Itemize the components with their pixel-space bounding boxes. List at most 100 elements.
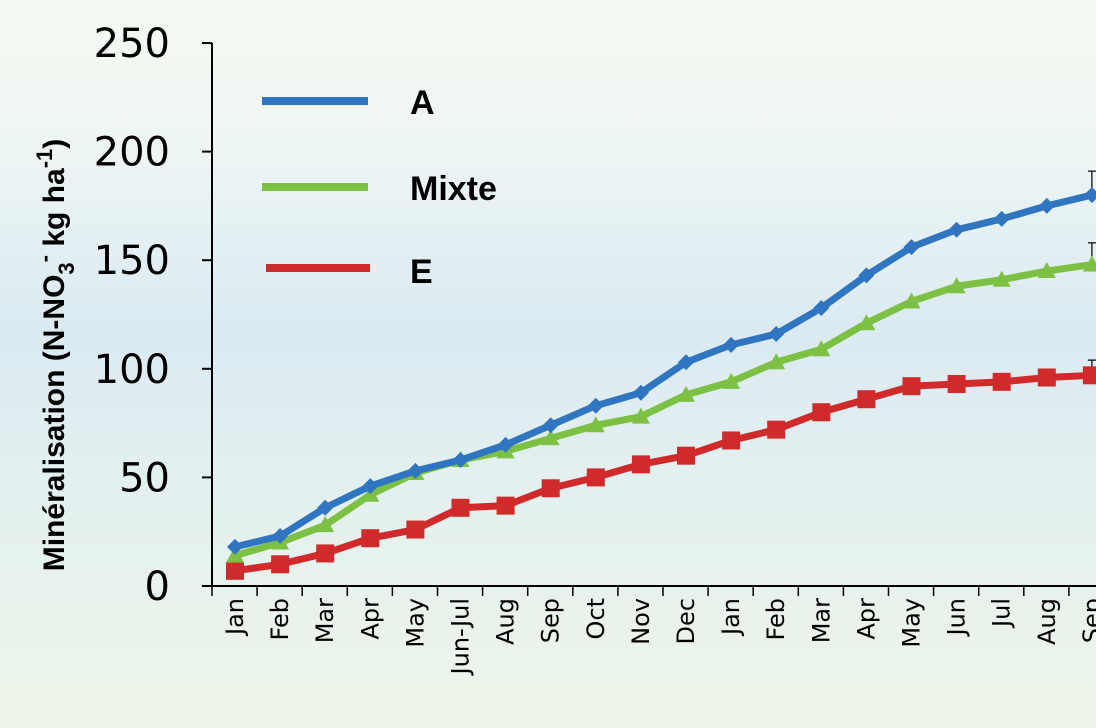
data-point-mixte [902, 292, 921, 309]
x-ticks: Jan Feb Mar Apr May Jun-Jul Aug Sep Oct Nov Dec Jan… [211, 586, 1096, 676]
x-tick-label: Dec [672, 598, 700, 644]
data-point-e [992, 372, 1011, 391]
series-mixte [226, 242, 1096, 563]
data-point-a [227, 538, 243, 555]
data-point-e [496, 496, 515, 515]
data-point-mixte [541, 429, 560, 446]
data-point-e [361, 529, 380, 548]
data-point-e [902, 377, 921, 396]
data-point-a [1038, 197, 1055, 214]
data-point-a [542, 417, 559, 434]
data-point-a [362, 478, 379, 495]
data-point-a [632, 384, 649, 401]
data-point-e [947, 375, 966, 394]
y-tick-label: 50 [119, 455, 170, 501]
data-point-a [272, 528, 289, 545]
data-point-e [1082, 366, 1096, 385]
x-tick-label: May [401, 598, 429, 648]
data-point-a [452, 452, 469, 469]
data-point-e [406, 520, 425, 539]
data-point-mixte [992, 270, 1011, 287]
x-tick-label: Mar [311, 598, 339, 643]
x-tick-label: Feb [266, 598, 294, 641]
data-point-mixte [1082, 255, 1096, 272]
data-point-e [677, 446, 695, 465]
legend-label-a: A [410, 84, 435, 122]
y-axis-title-end: ) [38, 139, 71, 149]
data-point-mixte [857, 314, 876, 331]
data-point-mixte [586, 416, 605, 433]
x-tick-label: Jan [221, 598, 249, 637]
data-point-e [812, 403, 831, 422]
y-tick-label: 150 [94, 238, 170, 284]
series-a [227, 170, 1096, 555]
legend-label-mixte: Mixte [410, 170, 497, 208]
series-line-mixte [234, 261, 1093, 559]
x-tick-label: Mar [807, 598, 835, 643]
series-line-a [234, 191, 1093, 551]
data-point-mixte [631, 407, 650, 424]
data-point-a [407, 462, 424, 479]
data-point-a [858, 267, 875, 284]
data-point-mixte [812, 340, 831, 357]
data-point-a [948, 221, 965, 238]
y-tick-label: 200 [94, 130, 170, 176]
data-point-a [678, 354, 694, 371]
data-point-e [316, 544, 335, 563]
x-tick-label: Feb [762, 598, 790, 641]
x-tick-label: Apr [356, 598, 384, 640]
x-tick-label: Aug [492, 598, 520, 645]
y-axis-title-sub: 3 [54, 262, 79, 274]
data-point-a [497, 436, 514, 453]
y-axis-title-sup1: - [32, 255, 57, 262]
data-point-mixte [767, 353, 786, 370]
y-ticks: 0 50 100 150 200 250 [94, 21, 212, 610]
legend-label-e: E [410, 253, 433, 291]
data-point-e [451, 498, 470, 517]
series-group [226, 170, 1096, 580]
data-point-e [226, 561, 244, 580]
y-axis-title: Minéralisation (N-NO3- kg ha-1) [32, 139, 79, 572]
y-axis-title-mid: kg ha [38, 168, 71, 255]
data-point-mixte [722, 372, 741, 389]
y-tick-label: 250 [94, 21, 170, 67]
x-tick-label: Jan [717, 598, 745, 637]
data-point-e [1037, 368, 1056, 387]
data-point-mixte [677, 385, 695, 402]
data-point-e [271, 555, 290, 574]
x-tick-label: May [898, 598, 926, 648]
data-point-mixte [1037, 262, 1056, 279]
x-tick-label: Jun [943, 598, 971, 638]
data-point-a [768, 326, 785, 343]
data-point-a [993, 210, 1010, 227]
data-point-e [541, 479, 560, 498]
data-point-a [723, 336, 740, 353]
x-tick-label: Sep [1078, 598, 1096, 643]
data-point-a [813, 299, 830, 316]
data-point-e [857, 390, 876, 409]
data-point-e [586, 468, 605, 487]
x-tick-label: Apr [852, 598, 880, 640]
data-point-e [767, 420, 786, 439]
legend: A Mixte E [262, 84, 497, 291]
data-point-a [317, 499, 334, 516]
y-tick-label: 0 [145, 564, 170, 610]
series-e [226, 359, 1096, 580]
y-tick-label: 100 [94, 347, 170, 393]
data-point-a [1083, 187, 1096, 204]
x-tick-label: Oct [582, 598, 610, 640]
y-axis-title-sup2: -1 [32, 149, 57, 169]
data-point-a [587, 397, 604, 414]
data-point-a [903, 239, 920, 256]
x-tick-label: Jul [988, 598, 1016, 629]
x-tick-label: Nov [627, 598, 655, 645]
x-tick-label: Sep [537, 598, 565, 643]
x-tick-label: Jun-Jul [447, 598, 475, 676]
y-axis-title-main: Minéralisation (N-NO [38, 275, 71, 572]
data-point-e [722, 431, 741, 450]
data-point-mixte [947, 277, 966, 294]
data-point-e [631, 455, 650, 474]
data-point-mixte [316, 516, 335, 533]
x-tick-label: Aug [1033, 598, 1061, 645]
